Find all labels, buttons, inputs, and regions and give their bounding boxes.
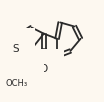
Text: S: S	[13, 44, 19, 54]
Text: O: O	[40, 64, 48, 74]
Text: O: O	[20, 68, 29, 78]
Text: OCH₃: OCH₃	[5, 79, 27, 88]
